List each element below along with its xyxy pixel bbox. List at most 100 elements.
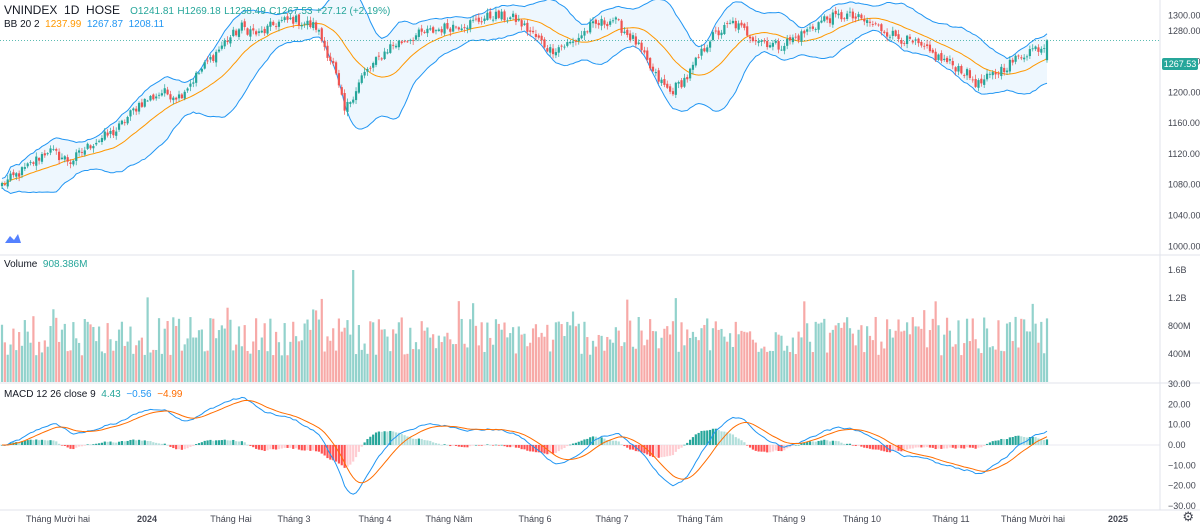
symbol-legend[interactable]: VNINDEX 1D HOSE O1241.81 H1269.18 L1238.… — [4, 3, 390, 17]
volume-bar — [866, 326, 869, 382]
candle-body — [529, 30, 532, 32]
candle-body — [75, 152, 78, 161]
volume-bar — [614, 327, 617, 382]
macd-hist-bar — [369, 436, 372, 445]
macd-legend[interactable]: MACD 12 26 close 9 4.43 −0.56 −4.99 — [4, 389, 183, 400]
candle-body — [309, 20, 312, 28]
candle-body — [289, 17, 292, 20]
macd-hist-bar — [389, 430, 392, 445]
volume-bar — [132, 353, 135, 382]
macd-hist-bar — [283, 444, 286, 448]
volume-legend[interactable]: Volume 908.386M — [4, 259, 87, 270]
volume-bar — [814, 321, 817, 382]
macd-hist-bar — [337, 444, 341, 464]
macd-hist-bar — [183, 444, 186, 450]
macd-hist-bar — [877, 444, 880, 450]
macd-hist-bar — [155, 442, 158, 445]
macd-hist-bar — [1040, 439, 1043, 445]
macd-hist-bar — [669, 444, 672, 456]
candle-body — [166, 89, 169, 95]
macd-hist-bar — [868, 444, 872, 449]
macd-hist-bar — [943, 444, 946, 449]
candle-body — [1031, 48, 1034, 50]
macd-hist-bar — [803, 442, 806, 445]
macd-hist-bar — [594, 436, 597, 445]
volume-bar — [86, 321, 89, 382]
volume-bar — [920, 328, 923, 382]
volume-bar — [928, 330, 932, 382]
macd-hist-bar — [968, 444, 972, 448]
volume-bar — [963, 343, 966, 382]
volume-bar — [280, 355, 283, 382]
candle-body — [768, 45, 772, 48]
candle-body — [537, 35, 540, 38]
candle-body — [691, 64, 695, 70]
candle-body — [1008, 59, 1011, 72]
macd-hist-bar — [175, 444, 178, 450]
volume-bar — [417, 349, 420, 382]
time-axis-label: Tháng 4 — [358, 514, 391, 524]
macd-hist-bar — [551, 444, 555, 454]
macd-hist-bar — [354, 444, 358, 458]
volume-bar — [700, 328, 703, 382]
tradingview-logo-icon[interactable] — [4, 231, 22, 245]
candle-body — [863, 19, 866, 22]
candle-body — [186, 88, 189, 91]
candle-body — [40, 154, 44, 162]
volume-bar — [985, 328, 989, 382]
macd-hist-bar — [443, 444, 446, 445]
candle-body — [394, 45, 398, 48]
settings-gear-icon[interactable]: ⚙ — [1182, 509, 1194, 524]
macd-hist-bar — [666, 444, 669, 457]
candle-body — [960, 66, 963, 74]
macd-signal-line — [1, 399, 1048, 484]
macd-hist-bar — [686, 442, 689, 445]
volume-bar — [811, 352, 814, 382]
volume-bar — [557, 321, 560, 382]
volume-bar — [257, 350, 261, 382]
candle-body — [757, 41, 760, 43]
macd-hist-bar — [286, 444, 289, 448]
candle-body — [931, 49, 934, 53]
volume-bar — [609, 339, 612, 382]
macd-hist-bar — [560, 444, 563, 450]
volume-bar — [332, 328, 335, 382]
candle-body — [808, 27, 812, 29]
volume-bar — [728, 333, 732, 382]
candle-body — [811, 26, 814, 29]
candle-body — [155, 96, 158, 99]
volume-bar — [954, 344, 957, 382]
candle-body — [169, 94, 172, 100]
candle-body — [92, 146, 95, 149]
candle-body — [280, 19, 283, 21]
volume-bar — [683, 345, 686, 382]
volume-bar — [786, 345, 789, 382]
candle-body — [617, 19, 620, 21]
macd-hist-bar — [480, 444, 483, 446]
macd-hist-bar — [846, 443, 849, 445]
candle-body — [157, 94, 161, 96]
macd-hist-bar — [223, 439, 226, 445]
macd-hist-bar — [883, 444, 886, 452]
volume-bar — [437, 335, 440, 382]
volume-bar — [817, 323, 820, 382]
volume-bar — [580, 353, 583, 382]
candle-body — [583, 31, 586, 36]
volume-bar — [526, 346, 529, 382]
volume-bar — [620, 346, 623, 382]
macd-hist-bar — [38, 440, 41, 445]
macd-hist-bar — [703, 430, 706, 445]
macd-tick-label: 30.00 — [1168, 379, 1191, 389]
macd-hist-bar — [791, 444, 794, 446]
macd-hist-bar — [317, 444, 321, 452]
candle-body — [714, 30, 717, 32]
volume-bar — [454, 344, 458, 382]
macd-hist-bar — [606, 440, 609, 445]
volume-bar — [189, 317, 192, 382]
candle-body — [223, 40, 226, 47]
bb-legend[interactable]: BB 20 2 1237.99 1267.87 1208.11 — [4, 19, 164, 30]
macd-hist-bar — [794, 444, 797, 446]
price-tick-label: 1080.00 — [1168, 180, 1200, 190]
candle-body — [23, 167, 26, 169]
